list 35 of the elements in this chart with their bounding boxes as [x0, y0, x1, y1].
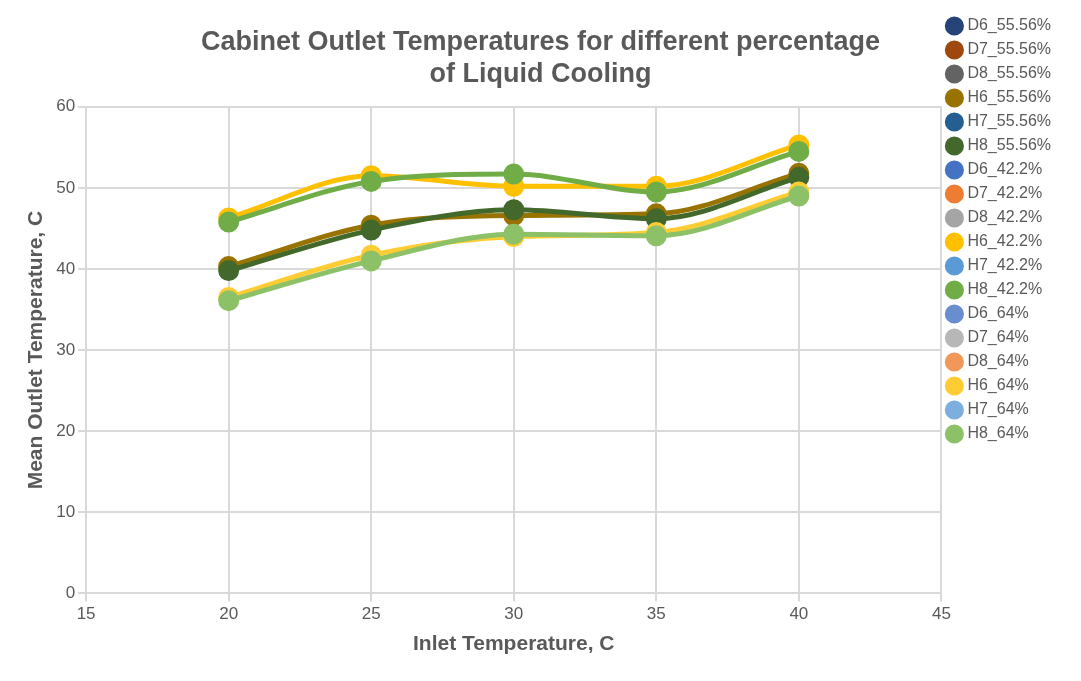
x-tick-label: 15: [76, 604, 96, 624]
legend-label: D6_55.56%: [967, 16, 1052, 35]
legend-label: H8_42.2%: [967, 280, 1043, 299]
y-tick-label: 40: [56, 258, 76, 278]
y-tick-label: 30: [56, 339, 76, 359]
x-tick-label: 45: [931, 604, 951, 624]
y-tick-label: 10: [56, 501, 76, 521]
legend-label: D6_42.2%: [967, 160, 1043, 179]
legend-label: H6_64%: [967, 376, 1029, 395]
legend-label: H8_55.56%: [967, 136, 1052, 155]
legend-label: D8_55.56%: [967, 64, 1052, 83]
x-tick-label: 40: [789, 604, 809, 624]
legend-label: D6_64%: [967, 304, 1029, 323]
x-tick-label: 30: [504, 604, 524, 624]
y-tick-label: 20: [56, 420, 76, 440]
x-tick-label: 35: [646, 604, 666, 624]
chart-title: Cabinet Outlet Temperatures for different percentage of Liquid Cooling: [200, 25, 881, 89]
legend-label: H7_55.56%: [967, 112, 1052, 131]
y-tick-label: 60: [56, 96, 76, 116]
legend-label: H7_42.2%: [967, 256, 1043, 275]
legend-label: D8_42.2%: [967, 208, 1043, 227]
legend-label: H6_42.2%: [967, 232, 1043, 251]
x-axis-title: Inlet Temperature, C: [413, 631, 615, 655]
legend-label: H7_64%: [967, 400, 1029, 419]
legend-label: D7_64%: [967, 328, 1029, 347]
y-tick-label: 50: [56, 177, 76, 197]
x-tick-label: 25: [361, 604, 381, 624]
x-tick-label: 20: [219, 604, 239, 624]
legend-label: D8_64%: [967, 352, 1029, 371]
legend-label: H8_64%: [967, 424, 1029, 443]
y-axis-title: Mean Outlet Temperature, C: [23, 210, 47, 490]
legend-label: H6_55.56%: [967, 88, 1052, 107]
legend-label: D7_42.2%: [967, 184, 1043, 203]
legend-label: D7_55.56%: [967, 40, 1052, 59]
y-tick-label: 0: [65, 583, 76, 603]
